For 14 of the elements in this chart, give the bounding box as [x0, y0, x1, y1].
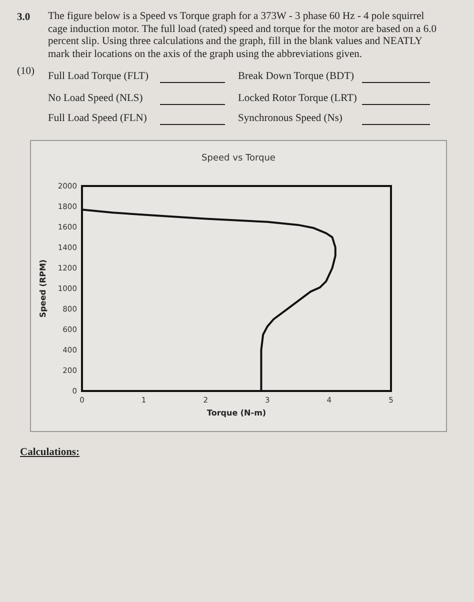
- text: No Load Speed (NLS): [48, 93, 143, 106]
- x-axis-title: Torque (N-m): [206, 408, 266, 418]
- line-series: [80, 208, 336, 392]
- text: Calculations:: [20, 447, 80, 460]
- text: 3.0: [17, 12, 30, 24]
- text: Synchronous Speed (Ns): [238, 113, 342, 126]
- text: Full Load Speed (FLN): [48, 113, 147, 126]
- text: Full Load Torque (FLT): [48, 71, 148, 84]
- text: Locked Rotor Torque (LRT): [238, 93, 357, 106]
- text: (10): [17, 66, 34, 78]
- text: Break Down Torque (BDT): [238, 71, 354, 84]
- chart-title: Speed vs Torque: [202, 154, 276, 164]
- y-axis-title: Speed (RPM): [38, 259, 48, 318]
- text: The figure below is a Speed vs Torque graph for a 373W - 3 phase 60 Hz - 4 pole squirrel cage induction motor. The full load (rated) speed and torque for the motor are based on a 6.0 percent slip. Using three calculations and the graph, fill in the blank values and NEATLY mark their locations on the axis of the graph using the abbreviations given.: [48, 11, 438, 61]
